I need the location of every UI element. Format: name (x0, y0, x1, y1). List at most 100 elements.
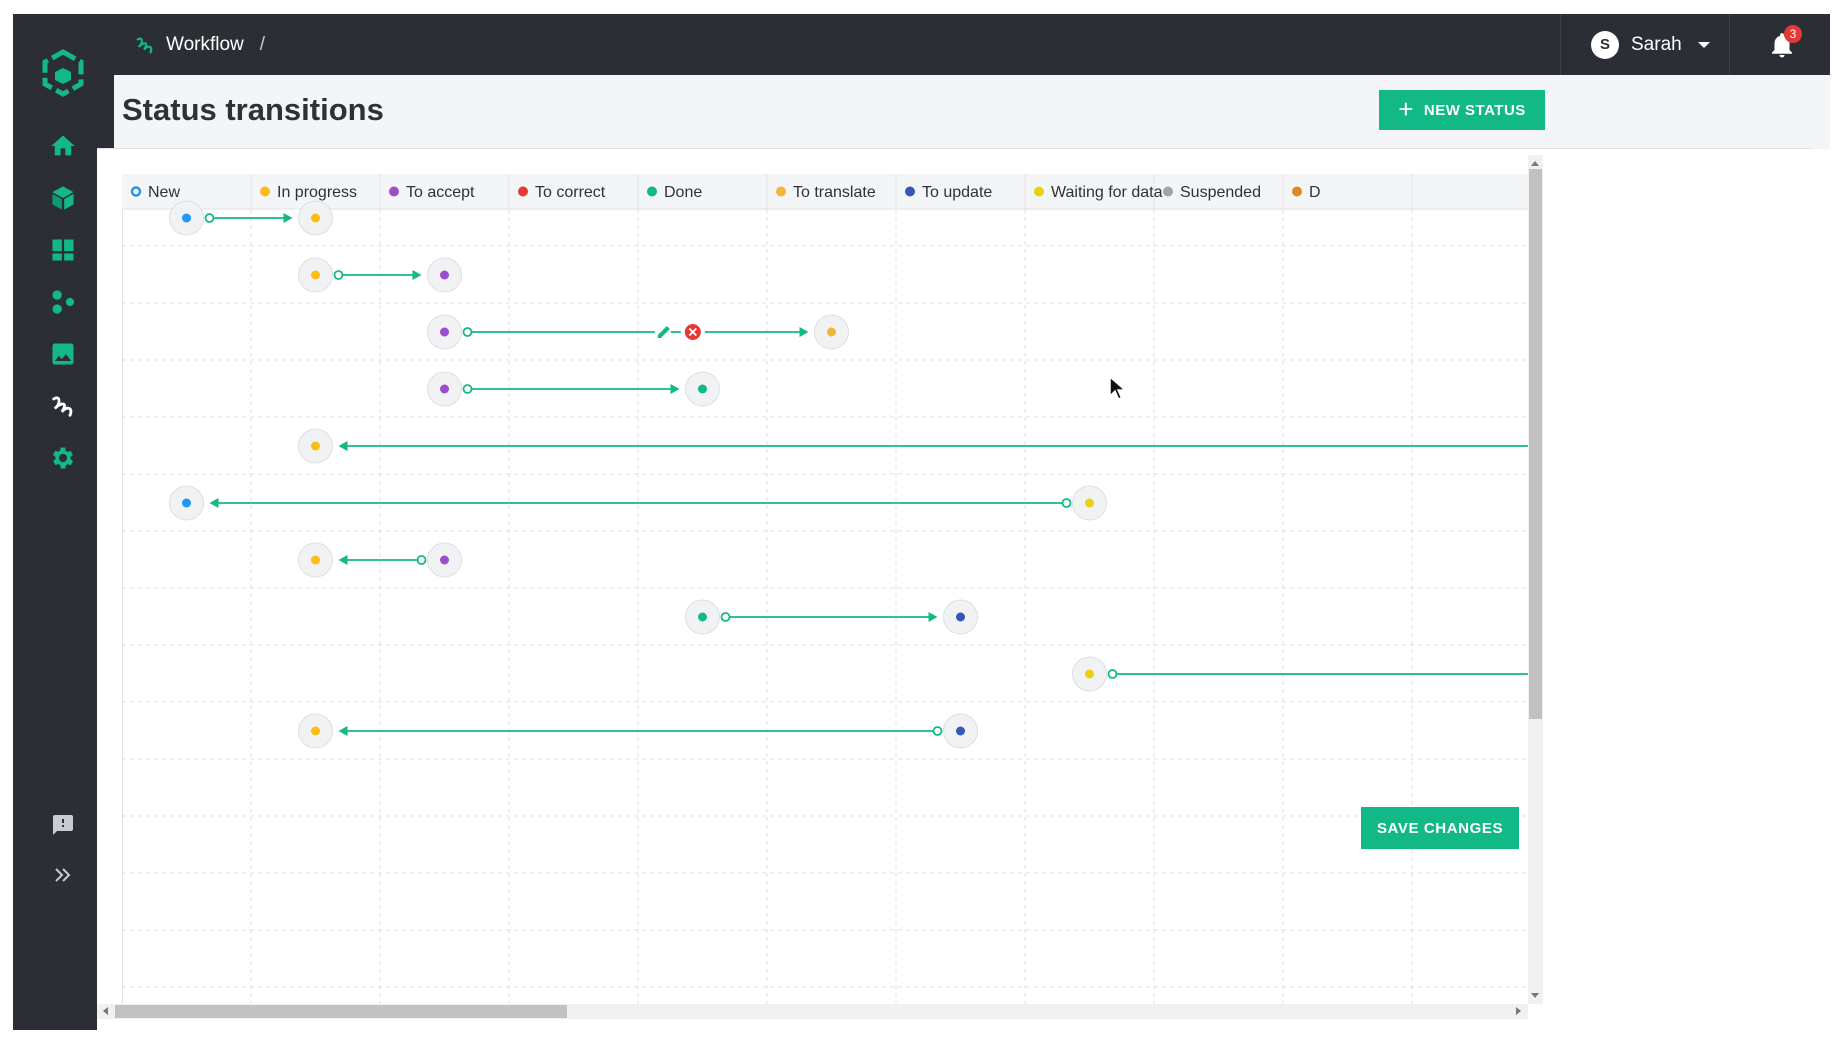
transition-row[interactable] (298, 428, 1529, 464)
status-node[interactable] (685, 599, 720, 635)
status-node[interactable] (1072, 485, 1107, 521)
status-column-label[interactable]: Done (664, 184, 702, 201)
vertical-scroll-thumb[interactable] (1529, 169, 1542, 719)
transition-start-handle[interactable] (204, 213, 215, 223)
status-node[interactable] (169, 485, 204, 521)
status-node-dot (1085, 498, 1094, 508)
notification-badge: 3 (1784, 25, 1802, 43)
status-node-dot (827, 327, 836, 337)
status-dot-icon (905, 186, 915, 197)
status-node-dot (956, 726, 965, 736)
delete-transition-icon[interactable] (684, 324, 701, 340)
mouse-cursor-icon (1109, 376, 1127, 400)
sidebar-item-workflow[interactable] (39, 382, 87, 430)
transition-row[interactable] (298, 713, 978, 749)
transition-arrowhead (799, 327, 809, 337)
status-node[interactable] (814, 314, 849, 350)
status-node-dot (311, 726, 320, 736)
status-node[interactable] (427, 314, 462, 350)
status-dot-icon (647, 186, 657, 197)
status-node[interactable] (298, 713, 333, 749)
transition-row[interactable] (298, 542, 462, 578)
status-node-dot (440, 555, 449, 565)
transition-row[interactable] (685, 599, 978, 635)
transition-arrowhead (338, 555, 348, 565)
status-node[interactable] (298, 200, 333, 236)
sidebar-expand-button[interactable] (39, 851, 87, 899)
status-column-label[interactable]: Waiting for data (1051, 184, 1163, 201)
breadcrumb: Workflow / (134, 14, 265, 75)
sidebar-item-home[interactable] (39, 122, 87, 170)
status-header: New In progress To accept To correct Done To … (122, 174, 1528, 210)
transition-start-handle[interactable] (1107, 669, 1118, 679)
sidebar-item-categories[interactable] (39, 278, 87, 326)
breadcrumb-separator: / (259, 33, 266, 55)
sidebar-item-feedback[interactable] (39, 801, 87, 849)
transition-row[interactable] (169, 200, 333, 236)
transition-arrowhead (338, 726, 348, 736)
status-column-label[interactable]: Suspended (1180, 184, 1261, 201)
scroll-left-icon[interactable] (103, 1007, 108, 1015)
status-column-label[interactable]: D (1309, 184, 1321, 201)
status-column-label[interactable]: To accept (406, 184, 475, 201)
status-column-label[interactable]: In progress (277, 184, 357, 201)
status-column-label[interactable]: New (148, 184, 180, 201)
transition-start-handle[interactable] (416, 555, 427, 565)
scroll-up-icon[interactable] (1531, 161, 1539, 166)
scroll-right-icon[interactable] (1516, 1007, 1521, 1015)
save-changes-button[interactable]: SAVE CHANGES (1361, 807, 1519, 849)
transition-start-handle[interactable] (333, 270, 344, 280)
status-node[interactable] (427, 542, 462, 578)
transition-arrowhead (412, 270, 422, 280)
status-node-dot (311, 441, 320, 451)
transition-row[interactable] (169, 485, 1107, 521)
sidebar-item-media[interactable] (39, 330, 87, 378)
vertical-scrollbar[interactable] (1528, 155, 1543, 1004)
status-node[interactable] (169, 200, 204, 236)
status-node[interactable] (298, 428, 333, 464)
status-dot-icon (1292, 186, 1302, 197)
status-node-dot (440, 384, 449, 394)
transitions-grid-svg: New In progress To accept To correct Done To … (122, 174, 1528, 1004)
transition-arrowhead (670, 384, 680, 394)
transition-start-handle[interactable] (462, 384, 473, 394)
transition-row[interactable] (1072, 656, 1529, 692)
sidebar-item-dashboard[interactable] (39, 226, 87, 274)
status-node[interactable] (298, 257, 333, 293)
status-column-label[interactable]: To correct (535, 184, 606, 201)
horizontal-scrollbar[interactable] (97, 1004, 1528, 1019)
status-node[interactable] (943, 713, 978, 749)
status-node-dot (440, 327, 449, 337)
status-node[interactable] (1072, 656, 1107, 692)
user-menu[interactable]: S Sarah (1560, 14, 1730, 75)
top-bar: Workflow / S Sarah 3 (114, 14, 1830, 75)
new-status-button[interactable]: + NEW STATUS (1379, 90, 1545, 130)
horizontal-scroll-thumb[interactable] (115, 1005, 567, 1018)
scroll-down-icon[interactable] (1531, 993, 1539, 998)
app-logo-icon[interactable] (38, 48, 88, 98)
plus-icon: + (1398, 94, 1414, 124)
transition-start-handle[interactable] (932, 726, 943, 736)
status-column-label[interactable]: To translate (793, 184, 876, 201)
status-node[interactable] (298, 542, 333, 578)
transition-row[interactable] (427, 314, 849, 350)
status-node[interactable] (685, 371, 720, 407)
status-node-dot (182, 498, 191, 508)
breadcrumb-workflow[interactable]: Workflow (166, 33, 244, 55)
status-node[interactable] (427, 257, 462, 293)
edit-pencil-icon[interactable] (657, 326, 670, 338)
sidebar-item-settings[interactable] (39, 434, 87, 482)
status-dot-icon (389, 186, 399, 197)
transition-start-handle[interactable] (1061, 498, 1072, 508)
sidebar-item-products[interactable] (39, 174, 87, 222)
status-node-dot (440, 270, 449, 280)
status-node[interactable] (943, 599, 978, 635)
transition-start-handle[interactable] (720, 612, 731, 622)
status-column-label[interactable]: To update (922, 184, 992, 201)
status-node[interactable] (427, 371, 462, 407)
transition-row[interactable] (427, 371, 720, 407)
transition-start-handle[interactable] (462, 327, 473, 337)
transition-row[interactable] (298, 257, 462, 293)
chevron-down-icon (1697, 41, 1710, 48)
transition-arrowhead (338, 441, 348, 451)
